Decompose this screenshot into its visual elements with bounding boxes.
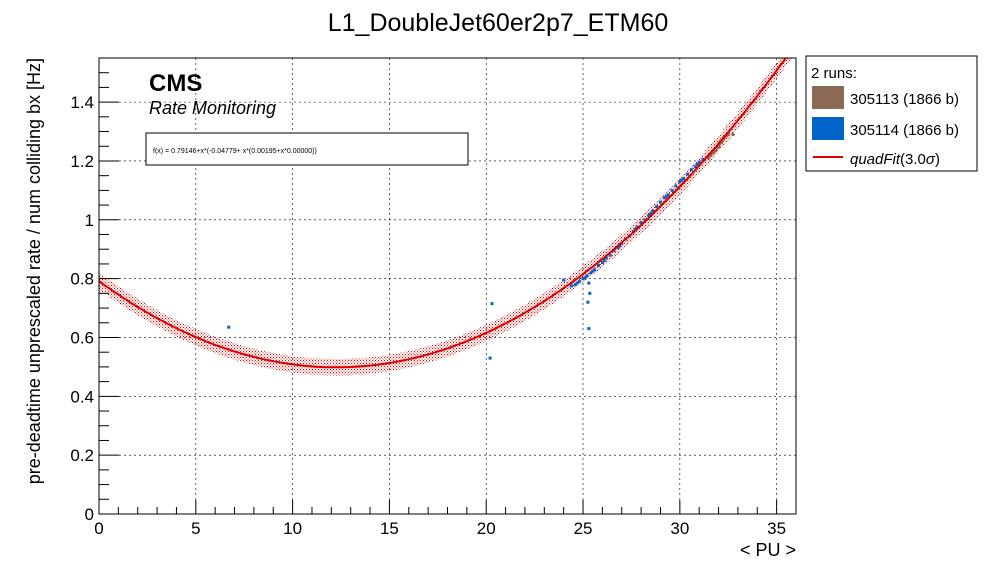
data-point-305114 xyxy=(682,177,686,181)
x-axis-label: < PU > xyxy=(740,540,796,560)
data-point-305114 xyxy=(651,209,655,213)
data-point-305114 xyxy=(488,356,492,360)
grid xyxy=(99,58,796,514)
data-point-305114 xyxy=(589,271,593,275)
data-point-305114 xyxy=(618,244,622,248)
data-point-305114 xyxy=(678,180,682,184)
data-point-305114 xyxy=(591,269,595,273)
data-point-305114 xyxy=(693,165,697,169)
data-point-305113 xyxy=(707,156,711,160)
y-tick-label: 1.4 xyxy=(70,93,94,112)
fit-formula: f(x) = 0.79146+x*(-0.04779+ x*(0.00195+x… xyxy=(153,148,317,155)
data-point-305114 xyxy=(569,284,573,288)
data-point-305114 xyxy=(575,281,579,285)
data-point-305114 xyxy=(639,221,643,225)
data-point-305114 xyxy=(616,246,620,250)
x-tick-label: 5 xyxy=(191,519,200,538)
legend-box xyxy=(805,55,978,172)
data-point-305114 xyxy=(649,211,653,215)
data-point-305114 xyxy=(604,256,608,260)
fit-uncertainty-band xyxy=(99,58,792,376)
data-point-305114 xyxy=(686,172,690,176)
rate-monitoring-label: Rate Monitoring xyxy=(149,98,276,118)
data-point-305114 xyxy=(587,281,591,285)
data-point-305114 xyxy=(647,213,651,217)
fit-layer xyxy=(99,58,788,369)
data-point-305114 xyxy=(583,276,587,280)
y-tick-label: 0.4 xyxy=(70,387,94,406)
data-point-305114 xyxy=(587,327,591,331)
data-point-305114 xyxy=(662,196,666,200)
data-point-305113 xyxy=(717,145,721,149)
data-point-305113 xyxy=(709,153,713,157)
data-point-305114 xyxy=(562,278,566,282)
y-axis-label: pre-deadtime unprescaled rate / num coll… xyxy=(24,58,44,484)
data-point-305114 xyxy=(701,157,705,161)
points-layer xyxy=(227,132,735,360)
data-point-305114 xyxy=(612,249,616,253)
data-point-305114 xyxy=(577,280,581,284)
y-tick-label: 0.8 xyxy=(70,270,94,289)
data-point-305114 xyxy=(597,263,601,267)
plot-frame xyxy=(98,57,797,515)
x-tick-label: 10 xyxy=(283,519,302,538)
x-tick-label: 15 xyxy=(380,519,399,538)
y-tick-label: 0.6 xyxy=(70,328,94,347)
data-point-305114 xyxy=(635,225,639,229)
cms-label: CMS xyxy=(149,70,202,97)
data-point-305114 xyxy=(227,325,231,329)
data-point-305114 xyxy=(658,200,662,204)
data-point-305114 xyxy=(689,168,693,172)
data-point-305114 xyxy=(674,184,678,188)
data-point-305114 xyxy=(608,253,612,257)
legend-swatch-305113 xyxy=(812,86,844,109)
data-point-305114 xyxy=(666,193,670,197)
formula-box xyxy=(145,132,469,166)
data-point-305114 xyxy=(670,188,674,192)
data-point-305114 xyxy=(581,277,585,281)
x-tick-label: 30 xyxy=(670,519,689,538)
fit-curve xyxy=(99,58,788,369)
data-point-305113 xyxy=(719,141,723,145)
x-tick-label: 20 xyxy=(477,519,496,538)
x-tick-label: 0 xyxy=(94,519,103,538)
x-tick-label: 25 xyxy=(574,519,593,538)
data-point-305114 xyxy=(695,162,699,166)
data-point-305114 xyxy=(664,194,668,198)
legend-label-305113: 305113 (1866 b) xyxy=(850,91,959,108)
data-point-305114 xyxy=(573,283,577,287)
data-point-305114 xyxy=(680,178,684,182)
y-tick-label: 1 xyxy=(85,211,94,230)
data-point-305113 xyxy=(712,151,716,155)
data-point-305114 xyxy=(697,160,701,164)
axis-ticks: 0 5 10 15 20 25 30 35 0 0.2 0.4 0.6 0.8 1 1.2 1.4 xyxy=(70,72,786,538)
data-point-305114 xyxy=(490,302,494,306)
data-point-305114 xyxy=(602,258,606,262)
data-point-305113 xyxy=(731,132,735,136)
y-tick-label: 0.2 xyxy=(70,446,94,465)
data-point-305114 xyxy=(585,274,589,278)
fit-band-layer xyxy=(99,58,792,376)
data-point-305114 xyxy=(655,205,659,209)
data-point-305114 xyxy=(588,291,592,295)
chart-title: L1_DoubleJet60er2p7_ETM60 xyxy=(328,9,669,37)
y-tick-label: 1.2 xyxy=(70,152,94,171)
y-tick-label: 0 xyxy=(85,505,94,524)
legend-label-305114: 305114 (1866 b) xyxy=(850,122,959,139)
data-point-305114 xyxy=(586,300,590,304)
data-point-305114 xyxy=(593,268,597,272)
data-point-305113 xyxy=(726,132,730,136)
legend-label-fit: quadFit(3.0σ) xyxy=(850,151,940,168)
legend: 2 runs: 305113 (1866 b) 305114 (1866 b) … xyxy=(805,55,978,172)
data-point-305114 xyxy=(643,218,647,222)
data-point-305113 xyxy=(714,149,718,153)
x-tick-label: 35 xyxy=(767,519,786,538)
legend-header: 2 runs: xyxy=(811,65,857,82)
legend-swatch-305114 xyxy=(812,117,844,140)
data-point-305114 xyxy=(600,260,604,264)
